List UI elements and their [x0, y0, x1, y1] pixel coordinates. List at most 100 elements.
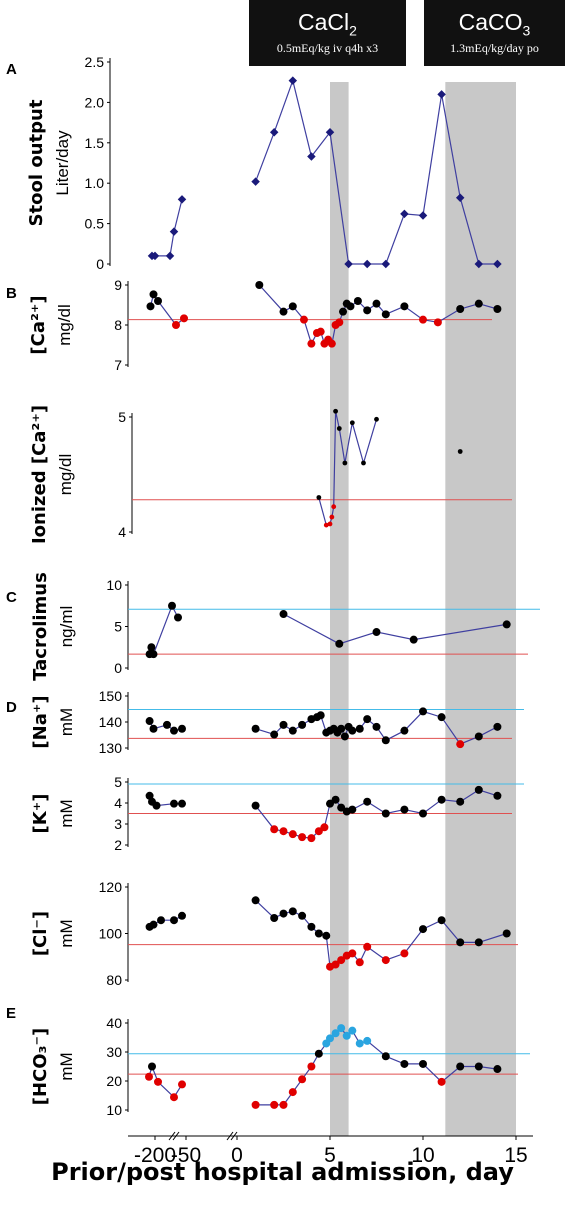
- y-tick-label: 0: [114, 660, 122, 676]
- data-point: [279, 827, 288, 836]
- data-point: [339, 307, 348, 316]
- data-point: [342, 1031, 351, 1040]
- data-point: [270, 1100, 279, 1109]
- data-point: [307, 834, 316, 843]
- data-point: [270, 914, 279, 922]
- data-point: [323, 522, 329, 528]
- data-point: [381, 956, 390, 965]
- data-point: [149, 650, 158, 659]
- data-point: [178, 799, 186, 808]
- data-point: [251, 177, 260, 186]
- data-point: [157, 916, 165, 925]
- data-point: [344, 259, 353, 269]
- data-point: [400, 209, 409, 219]
- data-point: [170, 916, 178, 925]
- panel-D-4: 150 140 130 D [Na⁺] mM: [6, 688, 524, 756]
- treatment-header-caco3: CaCO3 1.3mEq/kg/day po: [424, 0, 565, 66]
- data-point: [154, 297, 162, 305]
- data-point: [154, 1077, 162, 1086]
- data-point: [362, 259, 372, 269]
- data-point: [456, 305, 465, 313]
- data-point: [298, 911, 307, 920]
- y-tick-label: 5: [114, 619, 122, 635]
- y-tick-label: 20: [106, 1073, 122, 1089]
- y-tick-label: 3: [114, 816, 122, 832]
- data-point: [279, 1100, 288, 1109]
- data-point: [145, 717, 154, 726]
- data-point: [326, 799, 334, 808]
- panel-label: [Cl⁻]: [30, 911, 51, 956]
- data-point: [437, 90, 446, 99]
- data-point: [180, 314, 188, 323]
- data-point: [331, 504, 337, 510]
- data-point: [270, 825, 279, 834]
- data-point: [147, 643, 156, 652]
- data-point: [419, 809, 427, 818]
- data-point: [149, 724, 158, 733]
- panel-label: [K⁺]: [30, 794, 51, 834]
- data-point: [409, 635, 418, 644]
- data-point: [331, 795, 340, 804]
- data-point: [325, 128, 335, 137]
- panel-E-7: 40 30 20 10 E [HCO₃⁻] mM: [6, 1005, 530, 1118]
- data-point: [314, 827, 323, 836]
- data-point: [457, 449, 463, 454]
- panel-letter: E: [6, 1005, 16, 1022]
- data-point: [288, 907, 297, 916]
- data-point: [279, 610, 288, 619]
- panel-label: Stool output: [26, 99, 47, 226]
- data-point: [493, 722, 502, 731]
- x-axis-title: Prior/post hospital admission, day: [51, 1158, 514, 1186]
- treatment-name: CaCO3: [458, 9, 531, 39]
- axis-break: [226, 1131, 234, 1141]
- data-point: [419, 315, 427, 324]
- treatment-name: CaCl2: [298, 9, 357, 39]
- data-point: [456, 740, 465, 749]
- x-tick-label: -50: [171, 1144, 201, 1167]
- data-point: [337, 724, 346, 733]
- data-point: [333, 408, 338, 414]
- data-point: [456, 797, 465, 806]
- panel-C-3: 10 5 0 C Tacrolimus ng/ml: [6, 572, 540, 681]
- y-tick-label: 130: [99, 740, 123, 756]
- data-point: [279, 909, 288, 918]
- panel-sub-5: 5 4 3 2 [K⁺] mM: [30, 774, 524, 853]
- x-tick-label: -200: [134, 1144, 176, 1167]
- data-point: [372, 628, 381, 637]
- data-point: [348, 805, 357, 814]
- data-point: [363, 942, 372, 951]
- data-point: [314, 929, 323, 938]
- data-point: [363, 797, 372, 806]
- data-point: [146, 302, 155, 311]
- data-point: [288, 1088, 297, 1097]
- panel-unit: mM: [57, 708, 76, 736]
- data-point: [400, 949, 409, 958]
- data-point: [419, 1059, 427, 1068]
- data-point: [148, 1062, 156, 1071]
- data-point: [346, 302, 355, 311]
- data-point: [288, 830, 297, 839]
- data-point: [316, 711, 325, 720]
- data-point: [168, 601, 176, 610]
- data-point: [165, 251, 175, 261]
- panel-sub-2: 5 4 Ionized [Ca²⁺] mg/dl: [29, 405, 512, 544]
- panel-unit: mM: [57, 1052, 76, 1080]
- treatment-dose: 0.5mEq/kg iv q4h x3: [276, 40, 379, 55]
- axis-break: [172, 1131, 180, 1141]
- data-point: [400, 1059, 409, 1068]
- y-tick-label: 2.5: [85, 54, 105, 70]
- panel-unit: mg/dl: [56, 454, 75, 496]
- y-tick-label: 4: [114, 795, 122, 811]
- data-point: [163, 720, 171, 729]
- data-point: [337, 803, 346, 812]
- data-point: [288, 302, 297, 311]
- x-tick-label: 0: [231, 1144, 243, 1167]
- data-point: [355, 958, 364, 967]
- x-tick-label: 5: [324, 1144, 336, 1167]
- data-point: [298, 720, 307, 729]
- panel-letter: A: [6, 61, 17, 78]
- data-point: [149, 920, 158, 929]
- panel-unit: mM: [57, 919, 76, 947]
- y-tick-label: 10: [106, 1102, 122, 1118]
- data-point: [437, 795, 446, 804]
